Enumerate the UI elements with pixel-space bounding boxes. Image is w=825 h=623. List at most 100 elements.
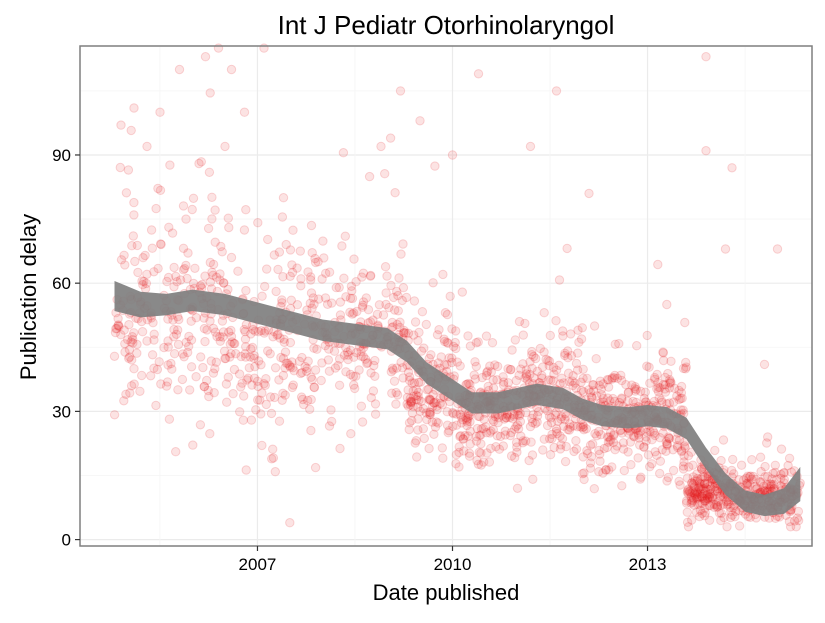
- scatter-point: [521, 365, 531, 375]
- scatter-point: [518, 436, 528, 446]
- scatter-point: [395, 86, 406, 96]
- scatter-point: [132, 339, 142, 350]
- scatter-point: [302, 305, 312, 315]
- scatter-point: [464, 448, 475, 458]
- scatter-point: [393, 290, 403, 301]
- scatter-point: [345, 345, 356, 355]
- scatter-point: [225, 352, 235, 362]
- scatter-point: [546, 413, 556, 423]
- scatter-point: [204, 391, 214, 402]
- scatter-point: [171, 329, 182, 339]
- scatter-point: [725, 502, 735, 513]
- scatter-point: [345, 369, 356, 380]
- scatter-point: [454, 442, 464, 452]
- scatter-point: [503, 378, 513, 388]
- scatter-point: [573, 325, 583, 335]
- scatter-point: [676, 393, 686, 404]
- scatter-point: [326, 405, 336, 415]
- scatter-point: [763, 471, 773, 481]
- scatter-point: [403, 385, 413, 395]
- scatter-point: [477, 372, 487, 383]
- scatter-point: [551, 407, 561, 418]
- scatter-point: [681, 357, 691, 368]
- scatter-point: [689, 478, 699, 489]
- scatter-point: [558, 326, 568, 336]
- scatter-point: [783, 460, 793, 471]
- scatter-point: [442, 359, 452, 370]
- scatter-point: [278, 272, 288, 282]
- scatter-point: [338, 148, 349, 158]
- scatter-point: [657, 445, 667, 455]
- scatter-point: [431, 397, 441, 408]
- scatter-point: [694, 478, 705, 488]
- scatter-point: [555, 431, 565, 441]
- scatter-point: [658, 428, 668, 438]
- scatter-point: [168, 315, 178, 325]
- scatter-point: [341, 367, 351, 377]
- scatter-point: [482, 448, 492, 458]
- scatter-point: [679, 441, 690, 451]
- scatter-point: [608, 393, 618, 404]
- scatter-point: [237, 378, 247, 388]
- scatter-point: [249, 373, 260, 383]
- scatter-point: [743, 471, 753, 481]
- scatter-point: [202, 325, 212, 335]
- scatter-point: [692, 488, 702, 498]
- scatter-point: [594, 445, 604, 456]
- scatter-point: [399, 325, 409, 336]
- scatter-point: [407, 408, 418, 418]
- scatter-point: [174, 64, 185, 75]
- scatter-point: [462, 415, 472, 425]
- scatter-point: [699, 479, 710, 489]
- scatter-point: [789, 516, 800, 526]
- scatter-point: [682, 507, 692, 517]
- scatter-point: [149, 335, 159, 345]
- scatter-point: [285, 245, 296, 255]
- scatter-point: [574, 337, 584, 347]
- scatter-point: [363, 358, 373, 368]
- scatter-point: [173, 339, 184, 350]
- scatter-point: [566, 329, 576, 339]
- scatter-point: [287, 267, 298, 278]
- scatter-point: [388, 365, 398, 375]
- scatter-point: [349, 352, 359, 362]
- scatter-point: [560, 348, 570, 358]
- scatter-point: [324, 366, 335, 376]
- scatter-point: [578, 419, 588, 430]
- scatter-point: [751, 474, 761, 485]
- scatter-point: [650, 372, 660, 383]
- scatter-point: [674, 385, 684, 396]
- scatter-point: [727, 510, 737, 520]
- scatter-point: [551, 86, 562, 96]
- scatter-point: [347, 286, 357, 296]
- scatter-point: [306, 425, 316, 436]
- scatter-point: [762, 438, 772, 448]
- scatter-point: [632, 341, 642, 351]
- scatter-point: [572, 365, 583, 375]
- scatter-point: [226, 348, 236, 359]
- scatter-point: [233, 266, 243, 276]
- scatter-point: [268, 453, 279, 463]
- scatter-point: [553, 416, 563, 426]
- scatter-point: [678, 405, 688, 415]
- scatter-point: [190, 263, 200, 273]
- scatter-point: [148, 318, 158, 328]
- scatter-point: [120, 339, 130, 349]
- scatter-point: [473, 459, 484, 469]
- scatter-point: [147, 350, 158, 360]
- scatter-point: [741, 480, 752, 490]
- scatter-point: [162, 377, 173, 387]
- scatter-point: [310, 365, 321, 375]
- scatter-point: [137, 276, 147, 286]
- scatter-point: [512, 447, 522, 457]
- scatter-point: [200, 336, 210, 347]
- scatter-point: [247, 342, 258, 353]
- scatter-point: [473, 337, 483, 347]
- scatter-point: [548, 362, 559, 373]
- scatter-point: [551, 365, 562, 375]
- scatter-point: [592, 431, 602, 441]
- scatter-point: [695, 499, 705, 509]
- scatter-point: [253, 395, 263, 405]
- scatter-point: [405, 393, 415, 404]
- scatter-point: [535, 343, 545, 354]
